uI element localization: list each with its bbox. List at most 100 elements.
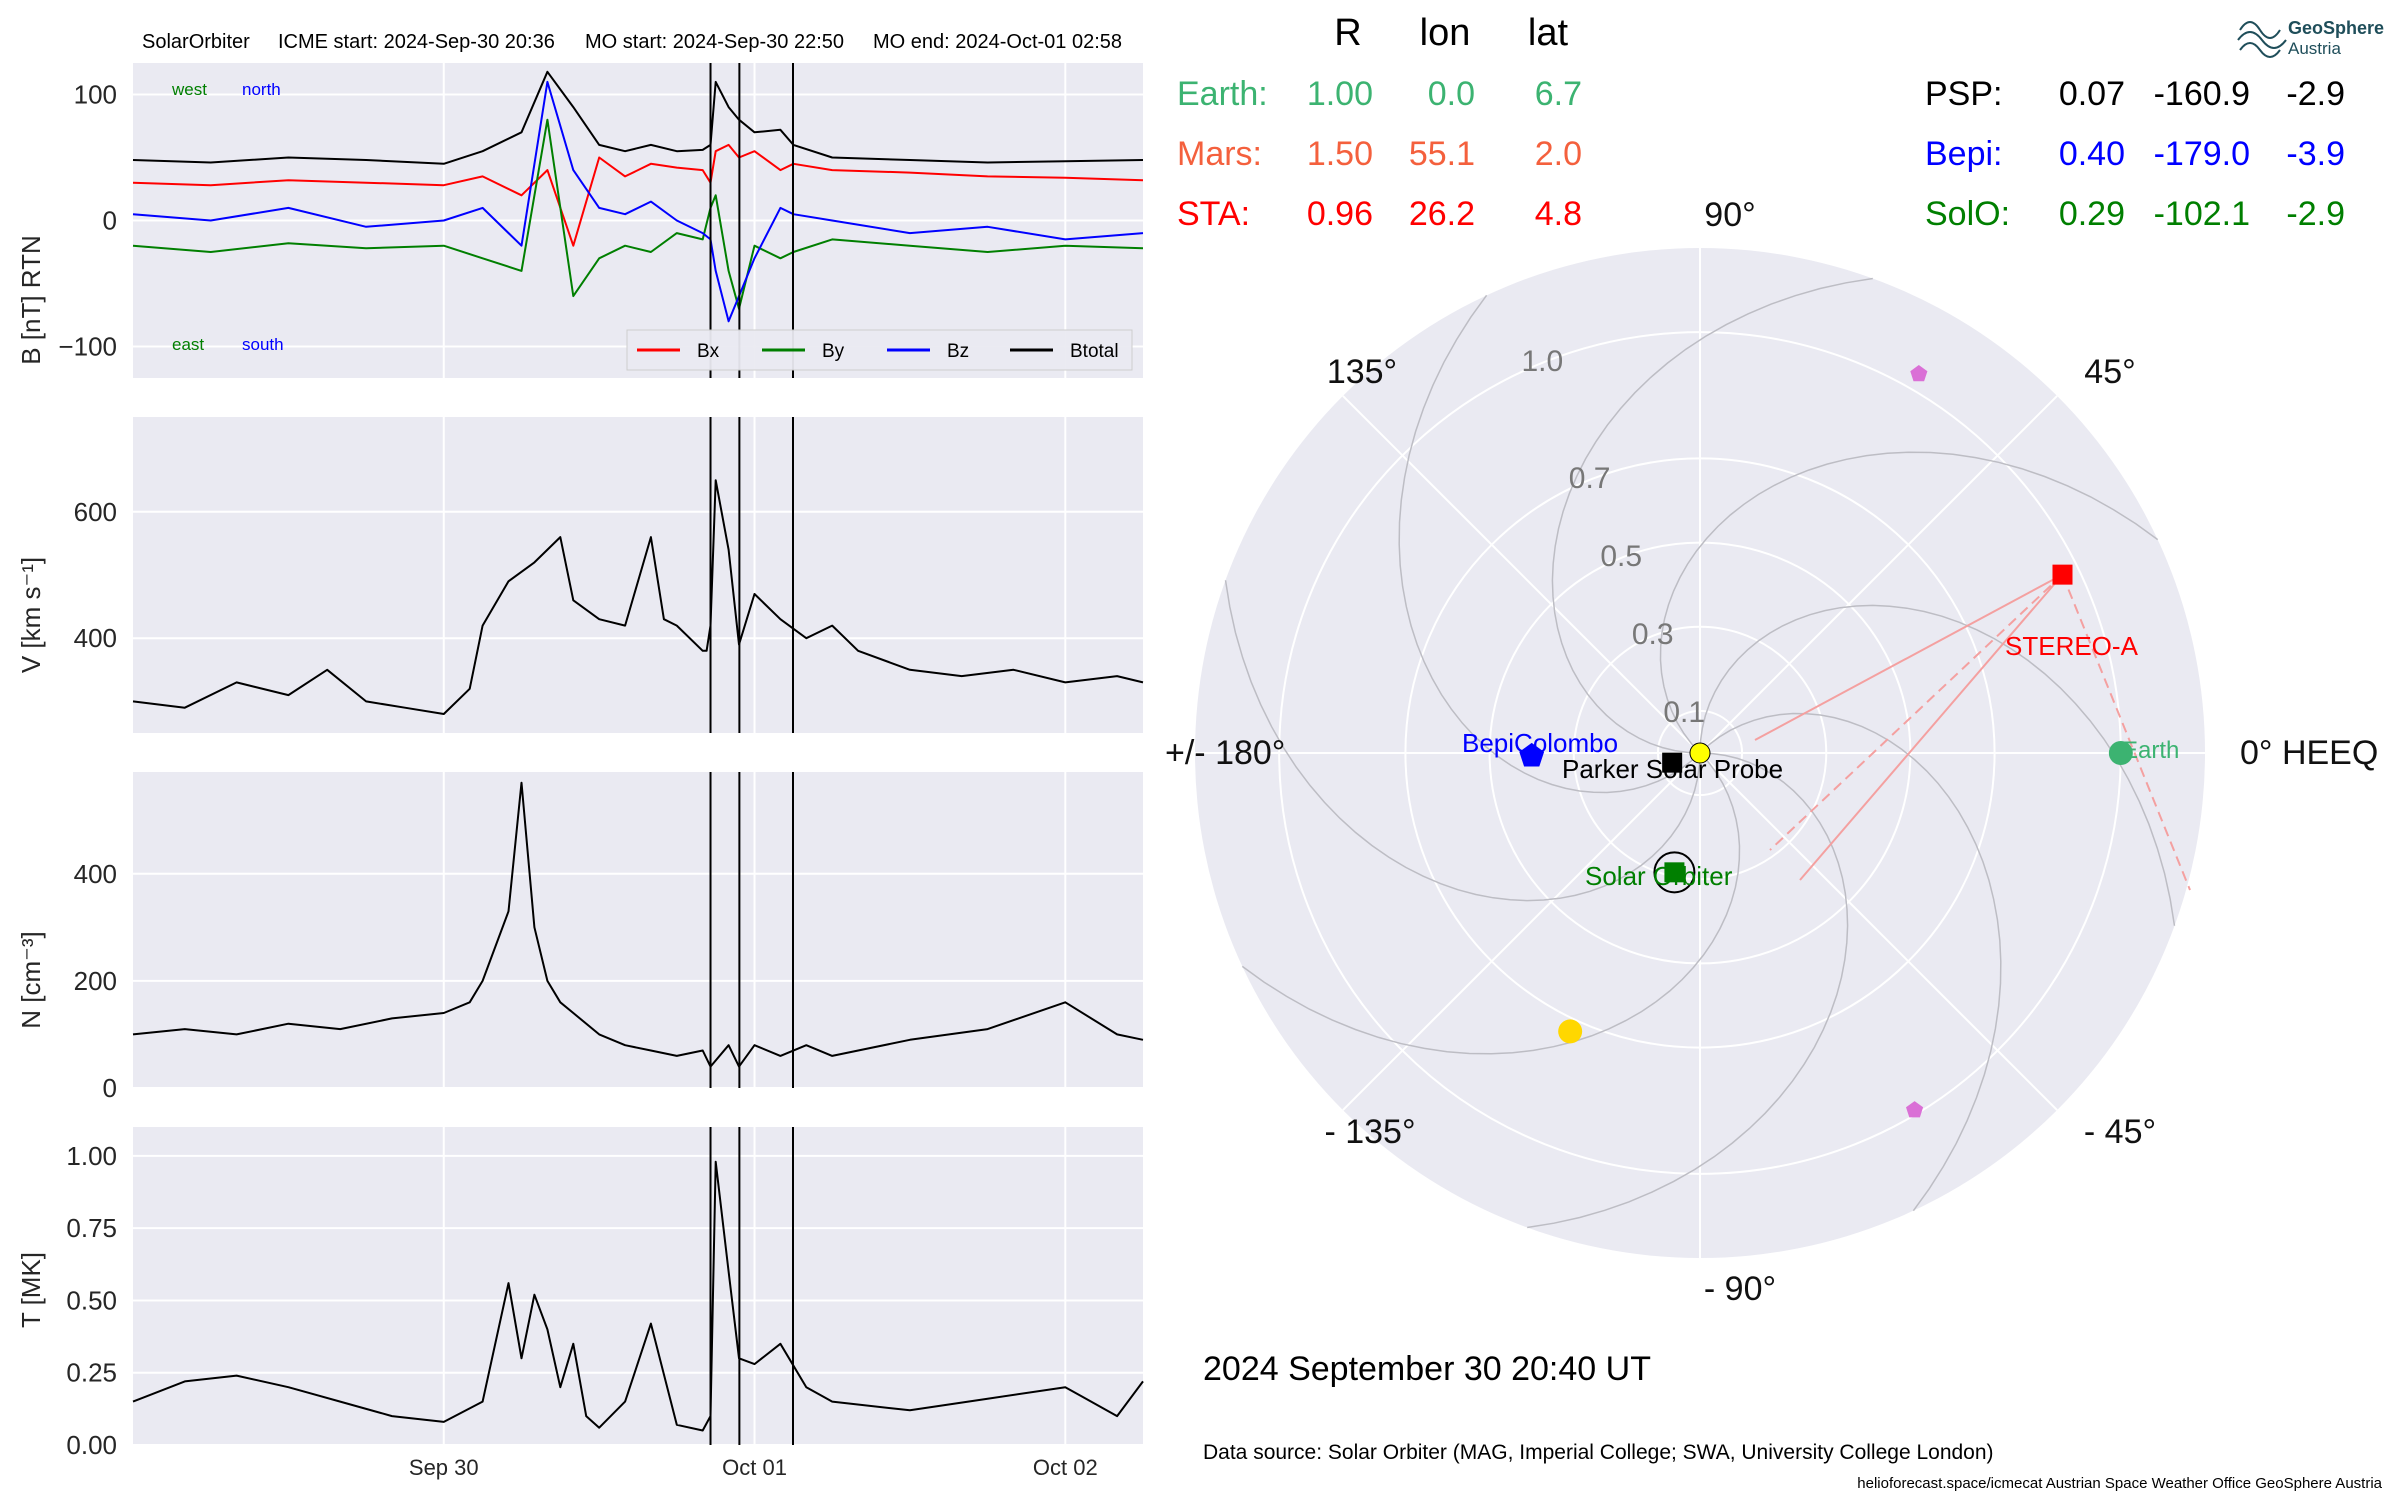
table-row-name: Earth:	[1177, 75, 1268, 113]
y-axis-label: T [MK]	[16, 1252, 46, 1328]
panel-2: 600 400 V [km s⁻¹]	[16, 417, 1144, 733]
y-axis-label: B [nT] RTN	[16, 235, 46, 365]
polar-plot: 0.1 0.3 0.5 0.7 1.0 90° 45° 135° 0° HEEQ +/- 180°…	[1165, 196, 2378, 1308]
marker-sun	[1689, 742, 1711, 764]
north-label: north	[242, 80, 281, 99]
angle-label: 135°	[1327, 353, 1397, 391]
y-tick-label: 400	[74, 623, 117, 653]
y-tick-label: 0.00	[66, 1430, 117, 1460]
mo-end-label: MO end: 2024-Oct-01 02:58	[873, 31, 1122, 53]
parker-spiral	[1224, 580, 1701, 902]
table-header-r: R	[1334, 12, 1361, 54]
label-parker-solar-probe: Parker Solar Probe	[1562, 754, 1783, 784]
angle-label: 90°	[1704, 196, 1755, 234]
x-tick-label: Oct 02	[1033, 1455, 1098, 1480]
radial-tick-label: 0.7	[1569, 462, 1611, 495]
label-stereo-a: STEREO-A	[2005, 631, 2139, 661]
marker-planet2	[1906, 1101, 1924, 1118]
y-tick-label: 0.75	[66, 1213, 117, 1243]
table-row-lat: 4.8	[1535, 195, 1582, 233]
marker-earth	[2108, 741, 2133, 765]
legend-btotal: Btotal	[1070, 341, 1119, 362]
table-row-name: Mars:	[1177, 135, 1262, 173]
radial-tick-label: 0.3	[1632, 618, 1674, 651]
series-bz	[132, 80, 1144, 323]
legend-bx: Bx	[697, 341, 720, 362]
polar-spoke	[1699, 395, 2058, 754]
panel-3: 400 200 0 N [cm⁻³]	[16, 772, 1144, 1103]
x-tick-label: Oct 01	[722, 1455, 787, 1480]
table-row-r: 1.50	[1307, 135, 1373, 173]
marker-stereo-a	[2052, 564, 2073, 585]
table-row-name: Bepi:	[1925, 135, 2003, 173]
polar-spoke	[1699, 752, 2058, 1111]
parker-spiral	[1699, 712, 2002, 1212]
marker-bepicolombo	[1519, 742, 1545, 767]
x-axis-ticks: Sep 30 Oct 01 Oct 02	[409, 1455, 1098, 1480]
table-row-lon: -102.1	[2154, 195, 2250, 233]
marker-solar-orbiter	[1664, 862, 1685, 883]
marker-planet1	[1910, 365, 1928, 382]
angle-label: 45°	[2084, 353, 2135, 391]
table-row-r: 1.00	[1307, 75, 1373, 113]
table-header-lat: lat	[1528, 12, 1569, 54]
table-right-column: PSP: 0.07 -160.9 -2.9 Bepi: 0.40 -179.0 -3.9 Sol…	[1925, 75, 2345, 233]
series-btotal	[132, 70, 1144, 165]
sta-line-dashed	[1769, 573, 2064, 851]
table-row-lat: 6.7	[1535, 75, 1582, 113]
y-axis-label: V [km s⁻¹]	[16, 557, 46, 673]
angle-label: - 90°	[1704, 1270, 1776, 1308]
spacecraft-name: SolarOrbiter	[142, 31, 250, 53]
logo-line2: Austria	[2288, 39, 2341, 58]
icme-start-label: ICME start: 2024-Sep-30 20:36	[278, 31, 555, 53]
datetime-label: 2024 September 30 20:40 UT	[1203, 1350, 1651, 1388]
label-bepicolombo: BepiColombo	[1462, 728, 1618, 758]
legend-by: By	[822, 341, 845, 362]
table-row-r: 0.96	[1307, 195, 1373, 233]
label-solar-orbiter: Solar Orbiter	[1585, 861, 1733, 891]
data-source-label: Data source: Solar Orbiter (MAG, Imperia…	[1203, 1441, 1994, 1464]
y-tick-label: 0.25	[66, 1358, 117, 1388]
series-n	[132, 781, 1144, 1068]
parker-spiral	[1551, 277, 1873, 754]
y-tick-label: 1.00	[66, 1141, 117, 1171]
table-row-name: STA:	[1177, 195, 1250, 233]
table-row-r: 0.07	[2059, 75, 2125, 113]
table-row-lat: -2.9	[2286, 195, 2345, 233]
time-series-panels: 100 0 −100 B [nT] RTN 600 400 V [km s⁻¹] 400 200…	[16, 63, 1144, 1460]
series-by	[132, 118, 1144, 310]
angle-label: 0° HEEQ	[2240, 734, 2378, 772]
b-legend: Bx By Bz Btotal	[626, 329, 1133, 371]
marker-mars	[1558, 1019, 1583, 1044]
y-tick-label: 0	[103, 1073, 117, 1103]
y-tick-label: 0	[103, 206, 117, 236]
south-label: south	[242, 335, 284, 354]
table-row-lon: 55.1	[1409, 135, 1475, 173]
polar-spoke	[1342, 752, 1701, 1111]
table-left-column: Earth: 1.00 0.0 6.7 Mars: 1.50 55.1 2.0 STA: 0.96…	[1177, 75, 1582, 233]
table-row-lon: 0.0	[1428, 75, 1475, 113]
radial-tick-label: 0.1	[1663, 696, 1705, 729]
west-label: west	[171, 80, 207, 99]
table-row-name: SolO:	[1925, 195, 2010, 233]
y-tick-label: 200	[74, 966, 117, 996]
parker-spiral	[1659, 451, 2159, 754]
legend-bz: Bz	[947, 341, 969, 362]
credits-label: helioforecast.space/icmecat Austrian Spa…	[1857, 1475, 2382, 1492]
y-tick-label: 600	[74, 497, 117, 527]
x-tick-label: Sep 30	[409, 1455, 479, 1480]
parker-spiral	[1699, 604, 2176, 926]
mo-start-label: MO start: 2024-Sep-30 22:50	[585, 31, 844, 53]
table-row-lon: -179.0	[2154, 135, 2250, 173]
sta-line	[1754, 573, 2063, 741]
table-header-lon: lon	[1420, 12, 1471, 54]
panel-background	[133, 417, 1143, 733]
y-axis-label: N [cm⁻³]	[16, 931, 46, 1029]
polar-spoke	[1342, 395, 1701, 754]
east-label: east	[172, 335, 204, 354]
angle-label: +/- 180°	[1165, 734, 1285, 772]
table-row-lon: 26.2	[1409, 195, 1475, 233]
series-bx	[132, 143, 1144, 247]
table-row-r: 0.40	[2059, 135, 2125, 173]
